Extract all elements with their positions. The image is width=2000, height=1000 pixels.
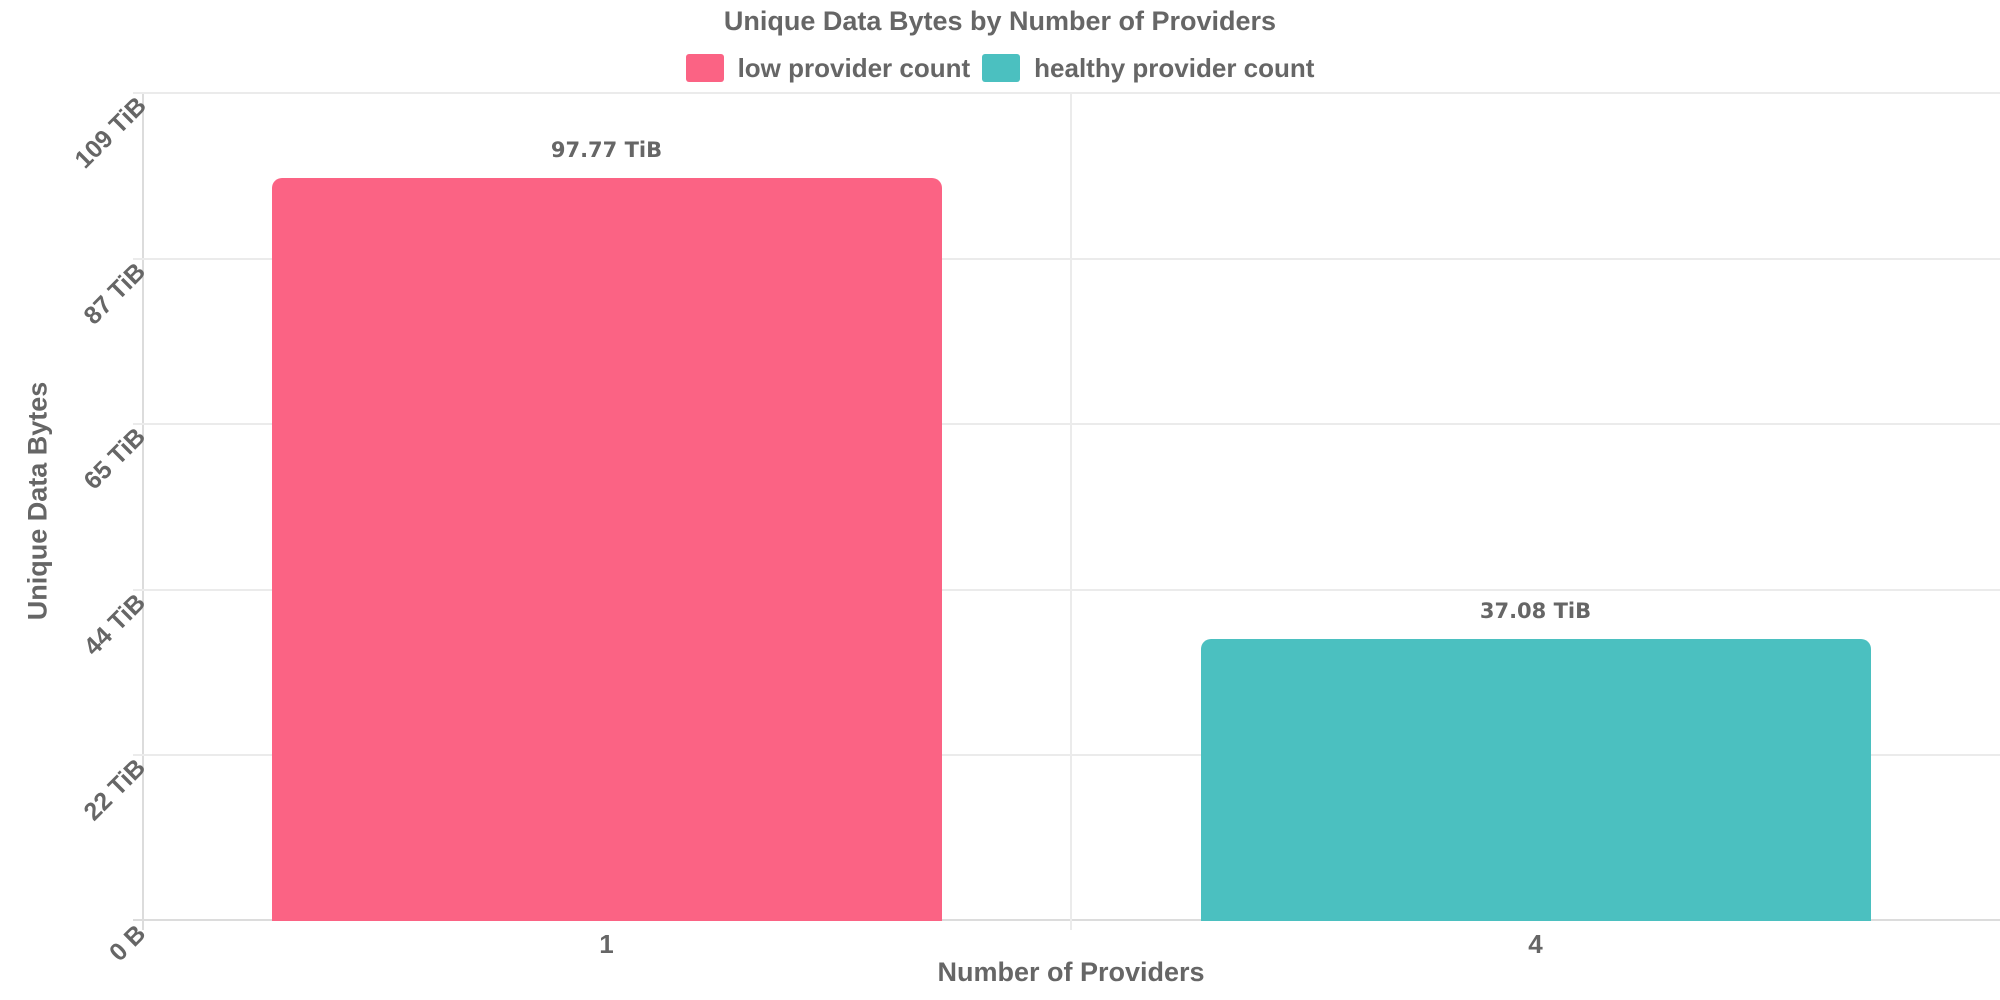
x-tick-label: 4 — [1528, 929, 1543, 959]
x-gridline — [1070, 93, 1072, 930]
legend-swatch — [982, 54, 1021, 82]
y-axis-line — [142, 93, 144, 930]
y-tick-label: 87 TiB — [78, 257, 152, 330]
bar-value-label: 37.08 TiB — [1479, 599, 1592, 623]
bar-healthy-provider-count[interactable] — [1200, 639, 1871, 921]
x-axis-title: Number of Providers — [937, 957, 1205, 987]
bar-low-provider-count[interactable] — [271, 178, 942, 921]
y-gridline — [133, 257, 2000, 260]
y-gridline — [133, 588, 2000, 591]
legend-label: low provider count — [737, 52, 971, 83]
y-gridline — [133, 754, 2000, 757]
y-tick-label: 65 TiB — [78, 422, 152, 496]
plot-area — [133, 92, 2000, 930]
legend-swatch — [685, 54, 724, 82]
y-tick-label: 109 TiB — [69, 91, 152, 174]
legend: low provider count healthy provider count — [0, 52, 2000, 84]
legend-item-healthy-provider-count[interactable]: healthy provider count — [982, 53, 1314, 84]
y-tick-label: 22 TiB — [78, 753, 152, 827]
legend-item-low-provider-count[interactable]: low provider count — [685, 52, 971, 84]
x-tick-label: 1 — [599, 929, 614, 959]
y-gridline — [133, 423, 2000, 426]
y-gridline — [133, 92, 2000, 94]
y-axis-title: Unique Data Bytes — [22, 381, 53, 621]
y-tick-label: 44 TiB — [78, 588, 152, 661]
chart-title: Unique Data Bytes by Number of Providers — [723, 6, 1277, 36]
x-axis-line — [133, 919, 2000, 921]
legend-label: healthy provider count — [1034, 52, 1315, 83]
bar-value-label: 97.77 TiB — [550, 138, 663, 162]
